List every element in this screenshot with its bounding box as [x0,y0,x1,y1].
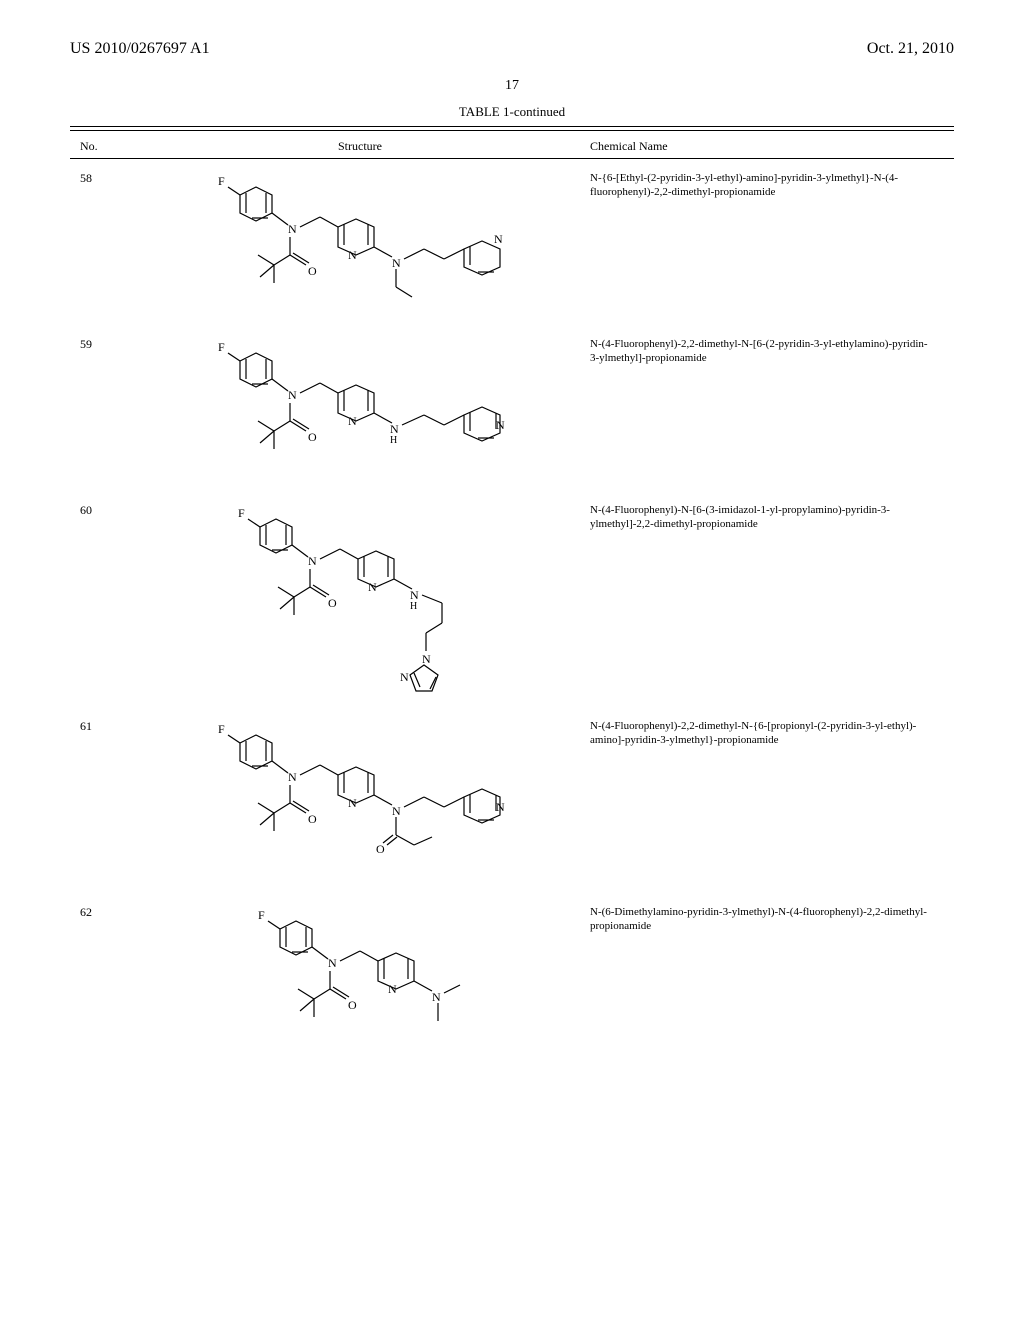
structure-61: F N O [180,715,540,885]
row-name: N-(6-Dimethylamino-pyridin-3-ylmethyl)-N… [580,901,930,934]
svg-text:N: N [392,256,401,270]
col-header-structure: Structure [140,139,580,154]
table-row: 61 F N [70,707,954,893]
svg-text:N: N [348,414,357,428]
row-structure: F N O [140,499,580,699]
col-header-name: Chemical Name [580,139,930,154]
svg-text:N: N [288,222,297,236]
row-structure: F N O [140,167,580,317]
table-title: TABLE 1-continued [70,104,954,120]
row-no: 58 [70,167,140,186]
svg-text:N: N [288,388,297,402]
svg-text:N: N [422,652,431,666]
svg-text:N: N [288,770,297,784]
row-name: N-(4-Fluorophenyl)-2,2-dimethyl-N-[6-(2-… [580,333,930,366]
svg-text:N: N [390,422,399,436]
row-no: 62 [70,901,140,920]
svg-text:F: F [218,174,225,188]
patent-number: US 2010/0267697 A1 [70,40,210,58]
row-structure: F N O [140,333,580,483]
page-header: US 2010/0267697 A1 Oct. 21, 2010 [70,40,954,58]
svg-text:O: O [308,812,317,826]
row-no: 60 [70,499,140,518]
table-row: 60 F N [70,491,954,707]
svg-text:F: F [238,506,245,520]
row-name: N-(4-Fluorophenyl)-2,2-dimethyl-N-{6-[pr… [580,715,930,748]
table-header-row: No. Structure Chemical Name [70,135,954,159]
table-top-rule [70,126,954,131]
row-structure: F N O [140,715,580,885]
svg-text:N: N [392,804,401,818]
svg-text:N: N [494,232,503,246]
row-structure: F N O [140,901,580,1041]
structure-60: F N O [200,499,520,699]
structure-58: F N O [180,167,540,317]
table-row: 62 F N [70,893,954,1049]
svg-text:F: F [218,340,225,354]
svg-text:N: N [496,418,505,432]
svg-text:H: H [390,435,397,446]
patent-date: Oct. 21, 2010 [867,40,954,58]
svg-text:F: F [218,722,225,736]
svg-text:N: N [348,796,357,810]
row-name: N-(4-Fluorophenyl)-N-[6-(3-imidazol-1-yl… [580,499,930,532]
svg-text:O: O [348,998,357,1012]
svg-text:O: O [376,842,385,856]
page-number: 17 [70,78,954,94]
svg-text:N: N [410,588,419,602]
svg-text:O: O [308,264,317,278]
table-row: 59 F N [70,325,954,491]
col-header-no: No. [70,139,140,154]
svg-text:N: N [400,670,409,684]
svg-text:O: O [308,430,317,444]
svg-text:N: N [496,800,505,814]
svg-text:N: N [388,982,397,996]
svg-text:N: N [348,248,357,262]
svg-text:N: N [308,554,317,568]
structure-59: F N O [180,333,540,483]
svg-text:O: O [328,596,337,610]
structure-62: F N O [220,901,500,1041]
row-no: 61 [70,715,140,734]
table-row: 58 F N [70,159,954,325]
svg-text:N: N [328,956,337,970]
svg-text:F: F [258,908,265,922]
svg-text:N: N [432,990,441,1004]
svg-text:H: H [410,601,417,612]
row-name: N-{6-[Ethyl-(2-pyridin-3-yl-ethyl)-amino… [580,167,930,200]
svg-text:N: N [368,580,377,594]
row-no: 59 [70,333,140,352]
